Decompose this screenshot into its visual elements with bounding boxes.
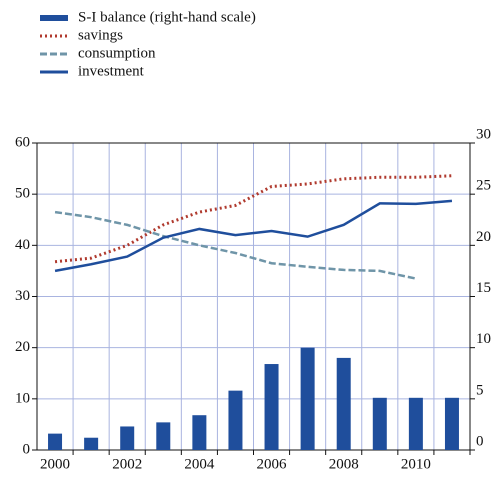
y-tick-label: 40 [15,237,30,253]
bar [48,433,63,450]
y2-tick-label: 30 [476,126,491,142]
bar [444,397,459,450]
y-tick-label: 60 [15,134,30,150]
legend-label: consumption [78,45,156,61]
y2-tick-label: 15 [476,280,491,296]
legend-label: savings [78,27,123,43]
y-tick-label: 0 [23,441,31,457]
y-tick-label: 10 [15,390,30,406]
x-tick-label: 2002 [112,456,142,472]
bar [300,347,315,450]
y2-tick-label: 5 [476,382,484,398]
y-tick-label: 50 [15,186,30,202]
line [54,210,417,280]
line [54,199,453,273]
legend-swatch [40,15,68,21]
bar [120,426,135,450]
line [54,174,453,264]
x-tick-label: 2008 [329,456,359,472]
x-tick-label: 2000 [40,456,70,472]
bar [228,390,243,450]
bar [372,397,387,450]
y-tick-label: 30 [15,288,30,304]
bar [408,397,423,450]
legend-label: S-I balance (right-hand scale) [78,9,256,25]
x-tick-label: 2006 [257,456,288,472]
bar [192,415,207,450]
y2-tick-label: 10 [476,331,491,347]
x-tick-label: 2004 [184,456,215,472]
bar [264,364,279,450]
bar [336,357,351,450]
y2-tick-label: 20 [476,229,491,245]
y2-tick-label: 0 [476,433,484,449]
y-tick-label: 20 [15,339,30,355]
bar [156,422,171,450]
x-tick-label: 2010 [401,456,431,472]
legend-label: investment [78,63,145,79]
bar [84,437,99,450]
y2-tick-label: 25 [476,178,491,194]
